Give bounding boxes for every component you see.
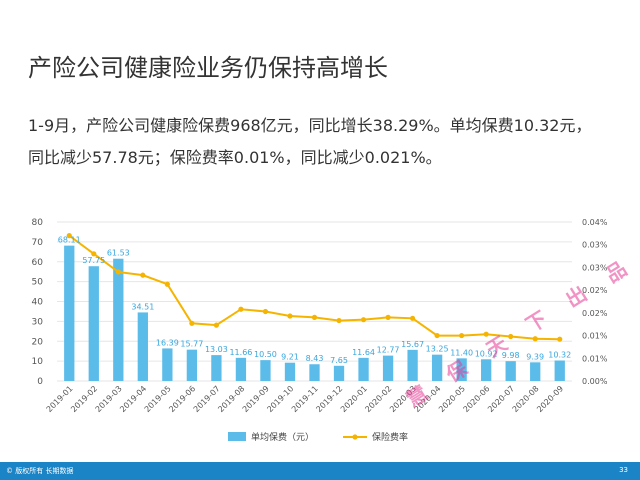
- bar: [235, 357, 247, 381]
- line-point: [287, 313, 293, 319]
- right-axis-tick-label: 0.01%: [582, 332, 608, 341]
- bar: [554, 360, 565, 381]
- page-title: 产险公司健康险业务仍保持高增长: [28, 54, 388, 82]
- legend-swatch-bar: [228, 432, 246, 441]
- bar-data-label: 11.66: [229, 348, 252, 357]
- line-point: [115, 269, 121, 275]
- bar-data-label: 9.21: [281, 353, 299, 362]
- bar: [530, 362, 541, 381]
- bar: [333, 365, 345, 381]
- line-point: [459, 332, 465, 339]
- right-axis-tick-label: 0.03%: [582, 241, 608, 250]
- right-axis-tick-label: 0.00%: [582, 377, 608, 386]
- line-point: [91, 251, 97, 257]
- bar-data-label: 16.39: [156, 338, 179, 347]
- bar: [162, 348, 173, 381]
- bar-data-label: 9.98: [502, 351, 520, 360]
- line-point: [360, 317, 367, 323]
- bar-data-label: 68.11: [58, 236, 81, 245]
- left-axis-tick-label: 10: [32, 357, 44, 367]
- footer-bar: © 版权所有 长期数据 33: [0, 462, 640, 480]
- bar: [137, 312, 148, 381]
- line-point: [238, 306, 244, 312]
- line-point: [66, 233, 72, 239]
- bar-data-label: 8.43: [306, 354, 324, 363]
- bar: [481, 359, 492, 381]
- line-point: [311, 314, 318, 320]
- bar: [431, 354, 443, 381]
- line-point: [483, 331, 489, 337]
- bar-data-label: 9.39: [526, 352, 544, 361]
- line-point: [336, 317, 342, 324]
- right-axis-tick-label: 0.03%: [582, 263, 608, 272]
- line-point: [189, 320, 195, 326]
- bar: [260, 360, 271, 381]
- legend-label-bar: 单均保费（元）: [251, 431, 314, 443]
- right-axis-tick-label: 0.04%: [582, 218, 608, 227]
- bar-data-label: 11.64: [352, 348, 375, 357]
- bar-data-label: 7.65: [330, 356, 348, 365]
- bar: [88, 266, 99, 381]
- bar: [456, 358, 467, 381]
- bar-data-label: 15.77: [180, 340, 203, 349]
- bar: [284, 362, 296, 381]
- left-axis-tick-label: 20: [32, 337, 44, 347]
- combo-chart: 0 10 20 30 40 50 60 70 80 0.00% 0.01% 0.01% 0.02% 0.0…: [32, 218, 608, 443]
- line-point: [434, 332, 440, 339]
- left-axis-tick-label: 30: [32, 317, 44, 327]
- right-axis-tick-label: 0.01%: [582, 354, 608, 363]
- bar: [211, 355, 222, 381]
- bar-data-label: 10.32: [548, 350, 571, 359]
- left-axis-tick-label: 70: [32, 238, 44, 248]
- line-point: [409, 315, 416, 321]
- bar: [309, 364, 320, 381]
- line-point: [557, 336, 563, 342]
- bar-data-label: 10.50: [254, 350, 277, 359]
- left-axis-tick-label: 60: [32, 258, 44, 268]
- page-subtitle: 1-9月，产险公司健康险保费968亿元，同比增长38.29%。单均保费10.32…: [28, 110, 628, 174]
- line-point: [140, 272, 146, 278]
- legend-label-line: 保险费率: [372, 431, 408, 443]
- bar: [382, 355, 394, 381]
- line-point: [262, 308, 269, 315]
- line-point: [213, 322, 220, 328]
- left-axis-tick-label: 80: [32, 218, 44, 228]
- bar-data-label: 15.67: [401, 340, 424, 349]
- bar: [505, 361, 516, 381]
- line-point: [164, 281, 170, 287]
- left-axis-tick-label: 50: [32, 278, 44, 288]
- legend-swatch-point: [352, 434, 358, 440]
- bar-data-label: 11.40: [450, 348, 473, 357]
- bar-data-label: 13.25: [426, 345, 449, 354]
- line-point: [508, 333, 514, 340]
- subtitle-line-2: 同比减少57.78元；保险费率0.01%，同比减少0.021%。: [28, 148, 442, 167]
- left-axis-tick-label: 0: [37, 377, 43, 387]
- bar: [113, 258, 124, 381]
- right-axis-tick-label: 0.02%: [582, 286, 608, 295]
- footer-copyright: © 版权所有 长期数据: [6, 467, 74, 475]
- line-point: [385, 314, 391, 320]
- page-number: 33: [619, 466, 628, 474]
- bar: [358, 357, 369, 381]
- bar: [407, 349, 418, 381]
- bar-data-label: 57.75: [82, 256, 105, 265]
- bar-data-label: 10.92: [475, 349, 498, 358]
- left-axis-tick-label: 40: [32, 298, 44, 308]
- bar-data-label: 12.77: [377, 346, 400, 355]
- bar: [64, 245, 75, 381]
- bar: [186, 349, 198, 381]
- bar-data-label: 34.51: [131, 302, 154, 311]
- x-axis-tick-label: 2020-09: [535, 384, 565, 414]
- right-axis-tick-label: 0.02%: [582, 309, 608, 318]
- bar-data-label: 13.03: [205, 345, 228, 354]
- line-point: [532, 336, 538, 342]
- subtitle-line-1: 1-9月，产险公司健康险保费968亿元，同比增长38.29%。单均保费10.32…: [28, 116, 592, 135]
- bar-data-label: 61.53: [107, 249, 130, 258]
